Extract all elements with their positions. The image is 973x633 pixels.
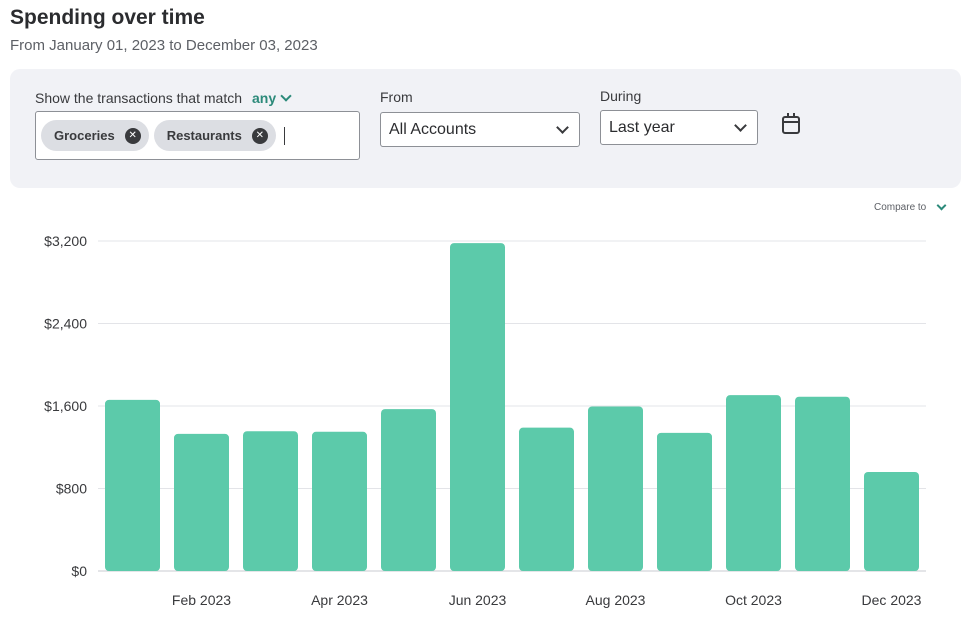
text-caret: [283, 126, 285, 145]
during-label: During: [600, 88, 642, 104]
y-tick-label: $800: [56, 481, 87, 497]
x-tick-label: Feb 2023: [172, 592, 231, 608]
close-icon[interactable]: ✕: [251, 127, 268, 144]
bar-aug-2023: [588, 406, 643, 571]
calendar-icon[interactable]: [782, 113, 800, 134]
filter-panel: Show the transactions that match any Gro…: [10, 69, 961, 188]
x-tick-label: Oct 2023: [725, 592, 782, 608]
match-mode-value: any: [252, 90, 277, 106]
period-select-value: Last year: [609, 118, 675, 136]
account-select-value: All Accounts: [389, 120, 477, 138]
y-tick-label: $1,600: [44, 398, 87, 414]
compare-to-label: Compare to: [874, 202, 927, 213]
tag-label: Restaurants: [166, 128, 242, 143]
match-mode-dropdown[interactable]: any: [252, 90, 292, 106]
close-icon[interactable]: ✕: [124, 127, 141, 144]
y-tick-label: $0: [71, 563, 87, 579]
tag-chip-restaurants: Restaurants ✕: [153, 120, 276, 151]
bar-oct-2023: [726, 395, 781, 571]
bar-may-2023: [381, 409, 436, 571]
bar-sep-2023: [657, 432, 712, 571]
tag-label: Groceries: [54, 128, 115, 143]
bar-jul-2023: [519, 427, 574, 571]
bar-mar-2023: [243, 431, 298, 571]
x-tick-label: Dec 2023: [862, 592, 922, 608]
bar-jun-2023: [450, 243, 505, 571]
match-label: Show the transactions that match: [35, 90, 242, 106]
bar-feb-2023: [174, 433, 229, 571]
date-range-subtitle: From January 01, 2023 to December 03, 20…: [10, 37, 318, 54]
bar-nov-2023: [795, 396, 850, 571]
y-tick-label: $2,400: [44, 316, 87, 332]
tag-chip-groceries: Groceries ✕: [41, 120, 149, 151]
bar-jan-2023: [105, 399, 160, 571]
x-tick-label: Apr 2023: [311, 592, 368, 608]
from-label: From: [380, 89, 413, 105]
bar-apr-2023: [312, 431, 367, 571]
account-select[interactable]: All Accounts: [380, 112, 580, 147]
compare-to-dropdown[interactable]: Compare to: [874, 200, 947, 213]
y-tick-label: $3,200: [44, 233, 87, 249]
x-tick-label: Aug 2023: [586, 592, 646, 608]
x-tick-label: Jun 2023: [449, 592, 507, 608]
period-select[interactable]: Last year: [600, 110, 758, 145]
bar-dec-2023: [864, 472, 919, 571]
category-tag-input[interactable]: Groceries ✕ Restaurants ✕: [35, 111, 360, 160]
page-title: Spending over time: [10, 6, 205, 29]
